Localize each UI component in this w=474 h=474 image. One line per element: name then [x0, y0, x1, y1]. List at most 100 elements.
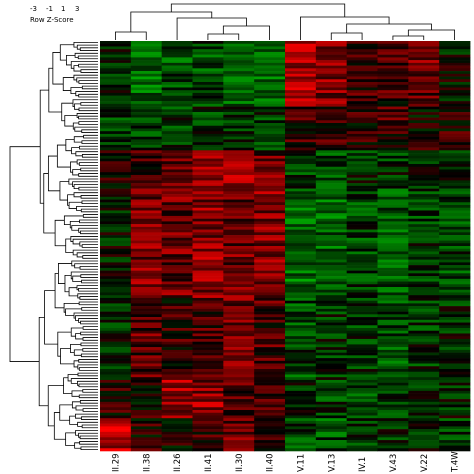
heatmap-cell: [254, 147, 286, 151]
heatmap-cell: [439, 287, 471, 291]
heatmap-cell: [377, 317, 409, 321]
heatmap-cell: [285, 358, 317, 362]
heatmap-cell: [285, 71, 317, 75]
heatmap-cell: [408, 95, 440, 99]
heatmap-cell: [408, 347, 440, 351]
heatmap-cell: [130, 262, 163, 266]
heatmap-cell: [161, 317, 193, 321]
heatmap-cell: [161, 188, 193, 192]
heatmap-cell: [192, 390, 224, 394]
heatmap-cell: [285, 448, 317, 452]
heatmap-cell: [346, 106, 378, 110]
heatmap-cell: [130, 369, 163, 373]
heatmap-cell: [223, 172, 255, 176]
heatmap-cell: [100, 164, 132, 168]
heatmap-cell: [285, 344, 317, 348]
heatmap-cell: [346, 358, 378, 362]
heatmap-cell: [315, 287, 348, 291]
heatmap-cell: [346, 82, 378, 86]
heatmap-cell: [254, 158, 286, 162]
heatmap-cell: [346, 150, 378, 154]
heatmap-cell: [315, 317, 348, 321]
heatmap-cell: [315, 404, 348, 408]
heatmap-cell: [254, 407, 286, 411]
heatmap-cell: [439, 319, 471, 323]
heatmap-cell: [223, 382, 255, 386]
heatmap-cell: [161, 442, 193, 446]
heatmap-cell: [192, 183, 224, 187]
heatmap-cell: [439, 363, 471, 367]
heatmap-cell: [254, 360, 286, 364]
heatmap-cell: [285, 235, 317, 239]
heatmap-cell: [285, 437, 317, 441]
heatmap-cell: [439, 101, 471, 105]
heatmap-cell: [100, 369, 132, 373]
heatmap-cell: [346, 114, 378, 118]
heatmap-cell: [439, 155, 471, 159]
heatmap-cell: [408, 213, 440, 217]
heatmap-cell: [346, 180, 378, 184]
heatmap-cell: [408, 379, 440, 383]
heatmap-cell: [377, 352, 409, 356]
heatmap-cell: [408, 87, 440, 91]
heatmap-cell: [285, 117, 317, 121]
heatmap-cell: [377, 215, 409, 219]
heatmap-cell: [346, 317, 378, 321]
row-dendrogram-link: [78, 93, 98, 98]
heatmap-cell: [100, 224, 132, 228]
heatmap-cell: [377, 431, 409, 435]
heatmap-cell: [130, 377, 163, 381]
heatmap-cell: [223, 169, 255, 173]
heatmap-cell: [161, 295, 193, 299]
heatmap-cell: [130, 142, 163, 146]
heatmap-cell: [285, 191, 317, 195]
heatmap-cell: [346, 202, 378, 206]
heatmap-cell: [130, 131, 163, 135]
heatmap-cell: [377, 407, 409, 411]
heatmap-cell: [100, 377, 132, 381]
heatmap-cell: [161, 41, 193, 45]
heatmap-cell: [192, 117, 224, 121]
heatmap-cell: [285, 98, 317, 102]
heatmap-cell: [315, 71, 348, 75]
heatmap-cell: [254, 215, 286, 219]
heatmap-cell: [315, 382, 348, 386]
heatmap-cell: [130, 251, 163, 255]
heatmap-cell: [192, 155, 224, 159]
heatmap-cell: [315, 410, 348, 414]
heatmap-cell: [377, 43, 409, 47]
heatmap-cell: [439, 336, 471, 340]
heatmap-cell: [223, 164, 255, 168]
heatmap-cell: [377, 226, 409, 230]
heatmap-cell: [408, 90, 440, 94]
heatmap-cell: [254, 169, 286, 173]
heatmap-cell: [315, 164, 348, 168]
heatmap-cell: [100, 49, 132, 53]
heatmap-cell: [192, 139, 224, 143]
heatmap-cell: [223, 415, 255, 419]
heatmap-cell: [130, 404, 163, 408]
heatmap-cell: [346, 101, 378, 105]
heatmap-cell: [285, 445, 317, 449]
heatmap-cell: [408, 311, 440, 315]
heatmap-cell: [408, 404, 440, 408]
heatmap-cell: [285, 390, 317, 394]
heatmap-cell: [346, 103, 378, 107]
heatmap-cell: [285, 341, 317, 345]
row-dendrogram-link: [79, 266, 98, 270]
heatmap-cell: [377, 426, 409, 430]
heatmap-cell: [346, 287, 378, 291]
heatmap-cell: [192, 330, 224, 334]
heatmap-cell: [285, 284, 317, 288]
heatmap-cell: [161, 196, 193, 200]
heatmap-cell: [161, 349, 193, 353]
heatmap-cell: [346, 224, 378, 228]
heatmap-cell: [285, 106, 317, 110]
heatmap-cell: [285, 147, 317, 151]
heatmap-cell: [439, 273, 471, 277]
heatmap-cell: [346, 65, 378, 69]
heatmap-cell: [408, 114, 440, 118]
heatmap-cell: [130, 49, 163, 53]
heatmap-cell: [223, 246, 255, 250]
heatmap-cell: [254, 109, 286, 113]
